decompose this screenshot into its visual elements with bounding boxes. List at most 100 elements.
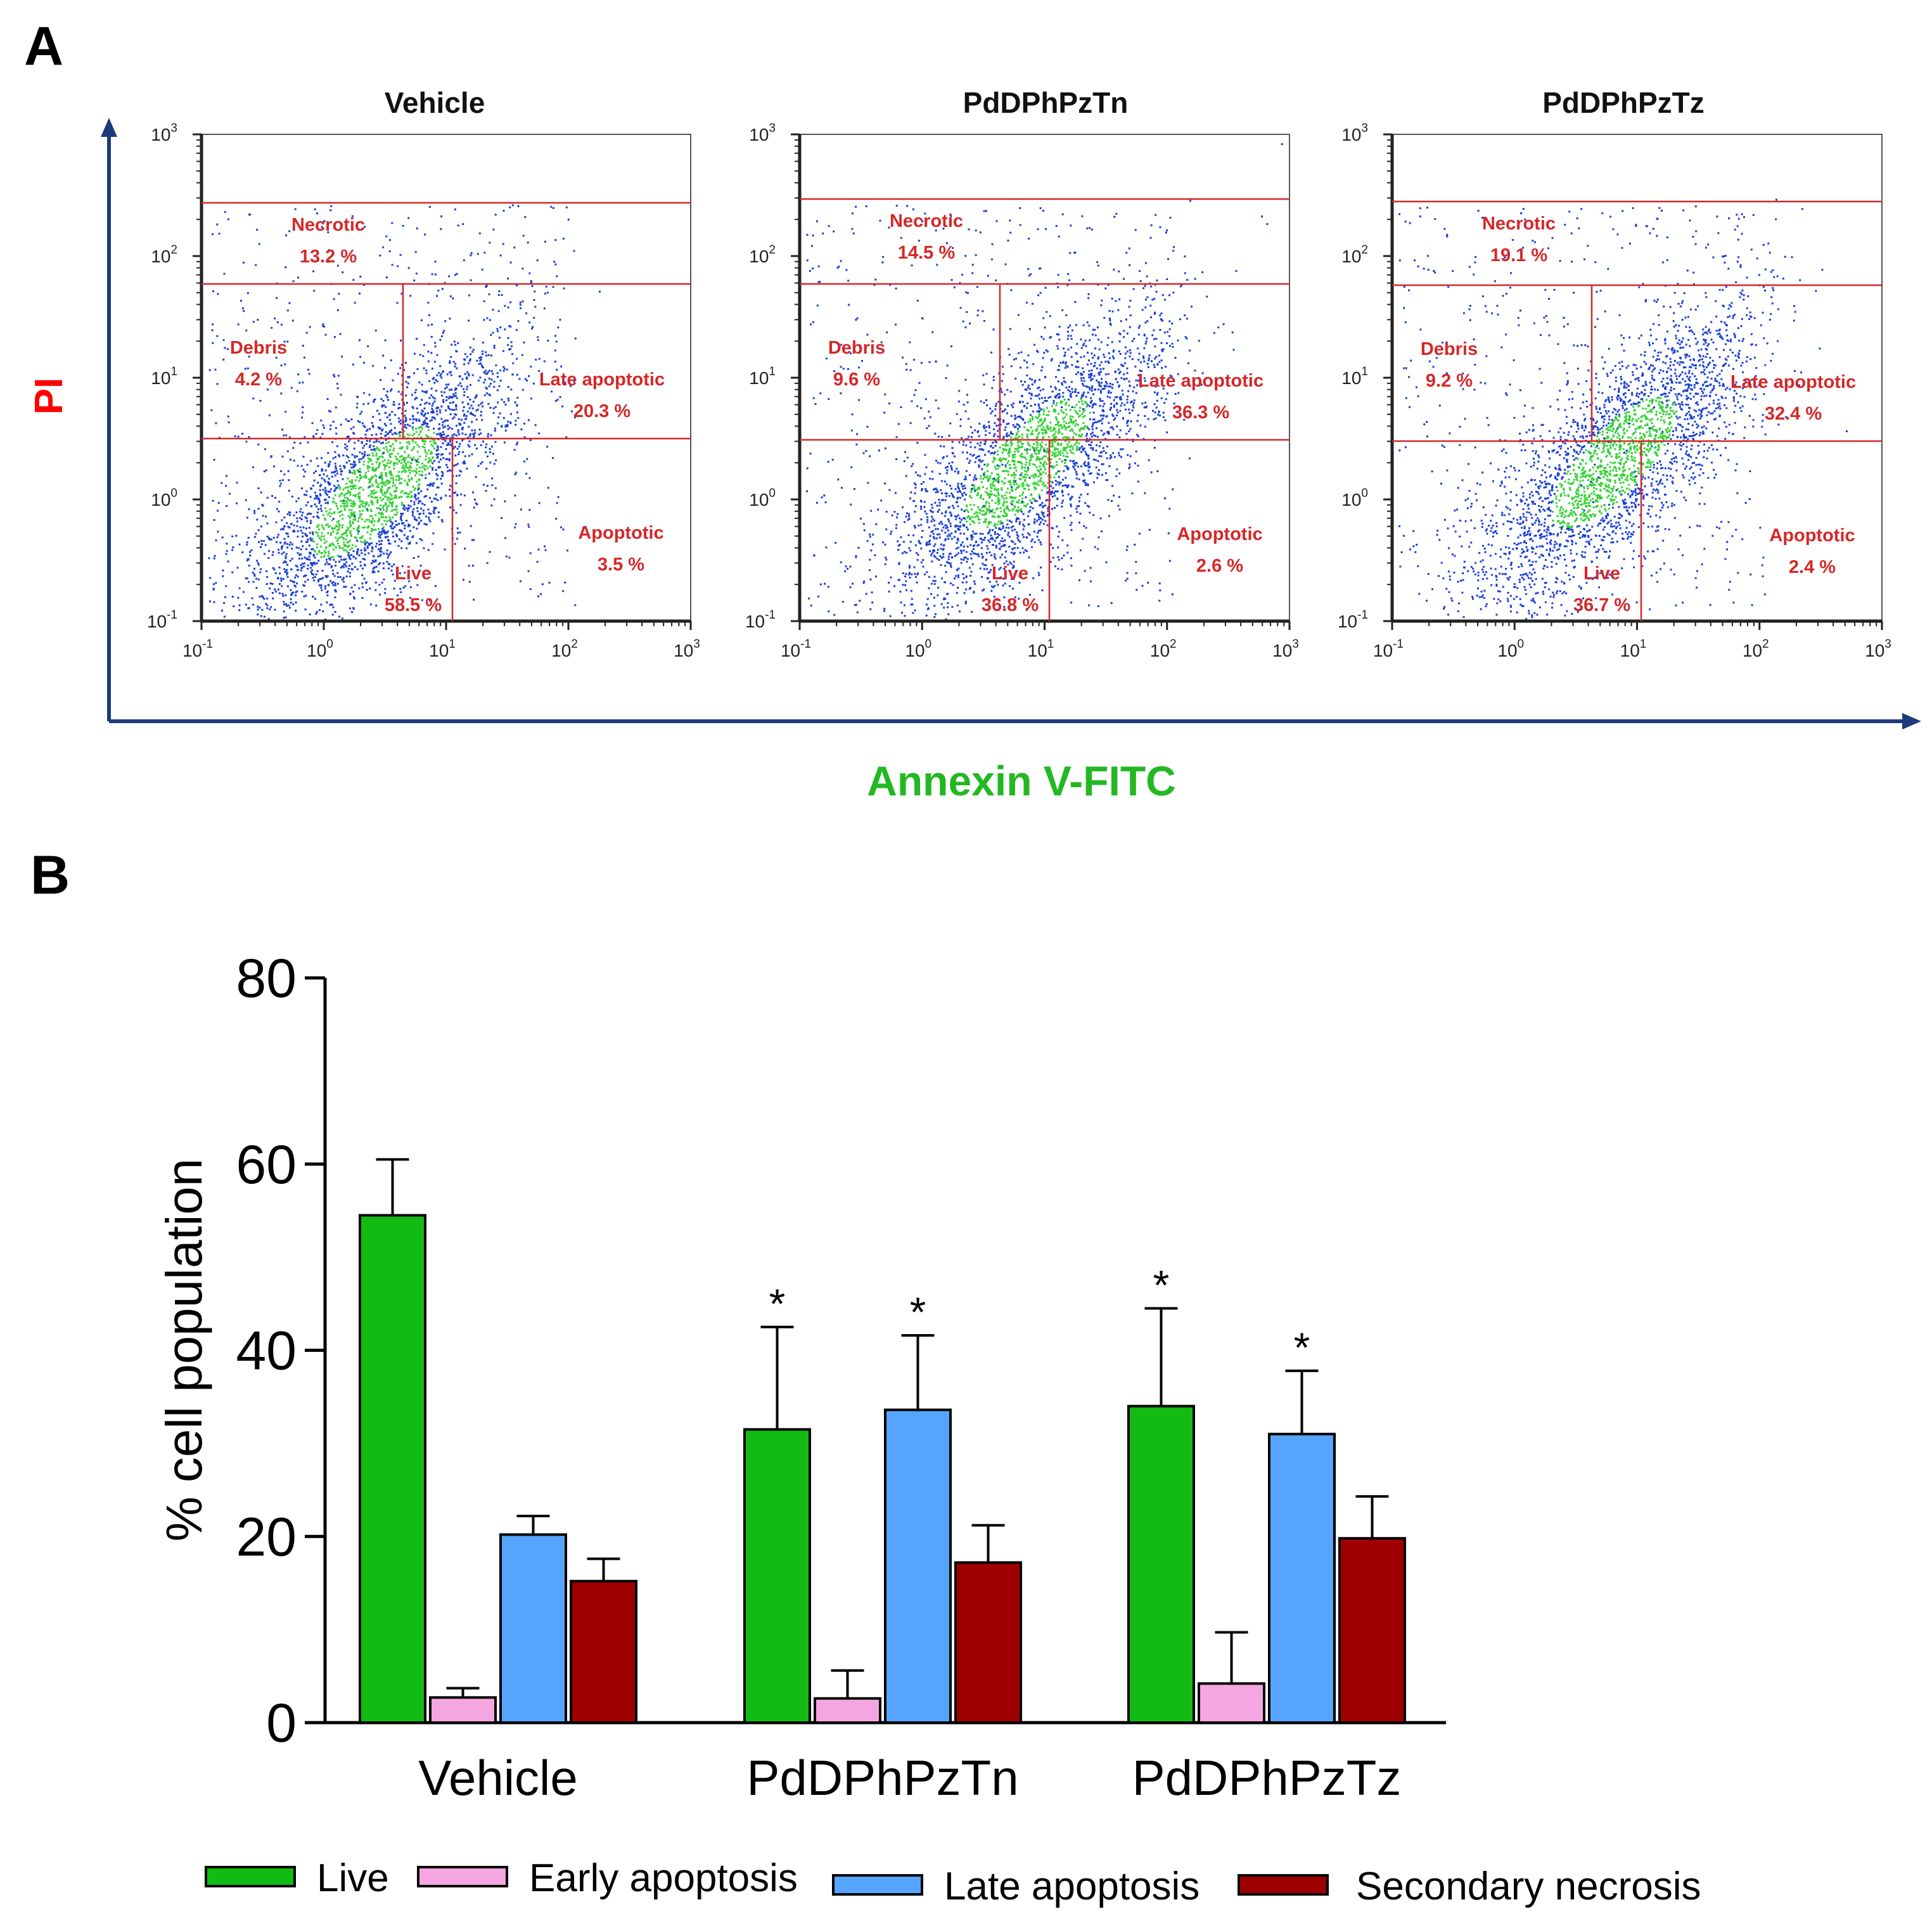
category-label: PdDPhPzTn bbox=[746, 1750, 1018, 1806]
pi-axis-label: PI bbox=[27, 378, 71, 415]
gate-value: 19.1 % bbox=[1490, 245, 1547, 266]
x-tick-label: 10-1 bbox=[781, 638, 811, 660]
gate-value: 32.4 % bbox=[1765, 404, 1822, 424]
scatter-cloud bbox=[208, 204, 601, 620]
gate-value: 14.5 % bbox=[898, 243, 955, 263]
scatter-cloud bbox=[806, 143, 1283, 620]
panel-a-x-arrowhead bbox=[1902, 713, 1921, 729]
panel-label-b: B bbox=[30, 845, 70, 906]
gate-name: Live bbox=[992, 563, 1028, 584]
gate-value: 58.5 % bbox=[385, 595, 442, 615]
y-tick-label: 103 bbox=[749, 122, 776, 145]
plot-title: PdDPhPzTz bbox=[1542, 86, 1705, 119]
x-tick-label: 103 bbox=[1272, 638, 1299, 660]
bar bbox=[429, 1696, 497, 1724]
significance-star: * bbox=[1294, 1324, 1310, 1371]
gate-name: Apoptotic bbox=[1769, 525, 1855, 546]
gate-name: Late apoptotic bbox=[1730, 372, 1856, 392]
x-tick-label: 102 bbox=[1743, 638, 1769, 660]
x-tick-label: 10-1 bbox=[182, 638, 213, 660]
y-tick-label: 0 bbox=[266, 1693, 297, 1754]
y-tick-label: 80 bbox=[236, 948, 297, 1009]
y-tick-label: 103 bbox=[151, 122, 177, 145]
bar bbox=[1338, 1537, 1406, 1724]
gate-value: 36.8 % bbox=[982, 595, 1039, 615]
gate-value: 36.7 % bbox=[1573, 595, 1630, 615]
gate-name: Live bbox=[395, 563, 432, 584]
y-tick-label: 10-1 bbox=[745, 608, 776, 631]
bar bbox=[359, 1214, 426, 1724]
gate-value: 20.3 % bbox=[573, 401, 630, 421]
x-tick-label: 101 bbox=[1028, 638, 1054, 660]
gate-name: Apoptotic bbox=[1177, 524, 1262, 544]
bar bbox=[1198, 1682, 1265, 1724]
legend-label: Late apoptosis bbox=[944, 1865, 1200, 1908]
bar bbox=[954, 1561, 1022, 1724]
y-tick-label: 101 bbox=[749, 365, 776, 388]
y-axis-label: % cell population bbox=[156, 1159, 212, 1542]
y-tick-label: 100 bbox=[1341, 487, 1368, 510]
x-tick-label: 10-1 bbox=[1373, 638, 1404, 660]
scatter-cloud bbox=[1398, 198, 1848, 620]
plot-title: PdDPhPzTn bbox=[963, 86, 1129, 119]
y-tick-label: 102 bbox=[151, 243, 177, 266]
x-tick-label: 100 bbox=[905, 638, 931, 660]
annexin-axis-label: Annexin V-FITC bbox=[867, 757, 1176, 804]
bar bbox=[499, 1533, 567, 1724]
gate-name: Necrotic bbox=[890, 211, 963, 231]
legend-label: Live bbox=[317, 1856, 389, 1900]
y-tick-label: 102 bbox=[749, 243, 776, 266]
y-tick-label: 20 bbox=[236, 1507, 297, 1567]
gate-value: 4.2 % bbox=[235, 369, 282, 390]
significance-star: * bbox=[910, 1288, 926, 1335]
x-tick-label: 103 bbox=[1865, 638, 1891, 660]
gate-value: 3.5 % bbox=[598, 555, 644, 575]
gate-value: 2.4 % bbox=[1789, 557, 1836, 577]
x-tick-label: 103 bbox=[674, 638, 700, 660]
flow-plot: 10-110-1 100 100 101 101 102 102 103 103 Necrotic… bbox=[745, 86, 1299, 660]
significance-star: * bbox=[1153, 1261, 1170, 1308]
bar bbox=[884, 1408, 952, 1724]
bar bbox=[1127, 1404, 1195, 1724]
gate-name: Late apoptotic bbox=[539, 369, 665, 390]
bar-chart: 0 20 40 60 80 % cell population Vehicle PdDPhPz… bbox=[156, 948, 1701, 1908]
y-tick-label: 10-1 bbox=[147, 608, 177, 631]
y-tick-label: 100 bbox=[749, 487, 776, 510]
y-tick-label: 100 bbox=[151, 487, 177, 510]
x-tick-label: 102 bbox=[551, 638, 578, 660]
legend-swatch bbox=[1238, 1874, 1329, 1896]
y-tick-label: 10-1 bbox=[1338, 608, 1368, 631]
x-tick-label: 101 bbox=[429, 638, 456, 660]
y-tick-label: 60 bbox=[236, 1134, 297, 1195]
flow-plot: 10-110-1 100 100 101 101 102 102 103 103 Necrotic… bbox=[147, 86, 700, 660]
legend-swatch bbox=[832, 1874, 923, 1896]
bar bbox=[1268, 1432, 1336, 1724]
panel-a-y-arrowhead bbox=[101, 118, 117, 137]
gate-value: 9.6 % bbox=[833, 369, 880, 390]
y-tick-label: 101 bbox=[1341, 365, 1368, 388]
plot-title: Vehicle bbox=[385, 86, 485, 119]
bar bbox=[570, 1579, 637, 1724]
category-label: Vehicle bbox=[418, 1750, 578, 1806]
panel-a: PI Annexin V-FITC 10-110-110010010110110… bbox=[27, 86, 1921, 804]
flow-plots: 10-110-1100100101101102102103103Necrotic… bbox=[147, 86, 1891, 660]
x-tick-label: 101 bbox=[1620, 638, 1647, 660]
gate-name: Late apoptotic bbox=[1138, 371, 1263, 391]
legend-swatch bbox=[205, 1866, 296, 1887]
category-label: PdDPhPzTz bbox=[1132, 1750, 1402, 1806]
y-tick-label: 103 bbox=[1341, 122, 1368, 145]
gate-name: Live bbox=[1583, 563, 1620, 584]
gate-value: 13.2 % bbox=[300, 247, 357, 267]
x-tick-label: 100 bbox=[1497, 638, 1524, 660]
bar bbox=[743, 1428, 811, 1724]
gate-value: 36.3 % bbox=[1172, 402, 1229, 423]
significance-star: * bbox=[769, 1280, 786, 1327]
gate-value: 2.6 % bbox=[1196, 556, 1243, 576]
gate-name: Apoptotic bbox=[578, 523, 663, 543]
x-tick-label: 102 bbox=[1150, 638, 1177, 660]
legend-swatch bbox=[417, 1866, 508, 1887]
y-tick-label: 102 bbox=[1341, 243, 1368, 266]
legend-label: Secondary necrosis bbox=[1356, 1865, 1701, 1908]
y-tick-label: 40 bbox=[236, 1321, 297, 1382]
gate-name: Debris bbox=[1421, 339, 1478, 359]
